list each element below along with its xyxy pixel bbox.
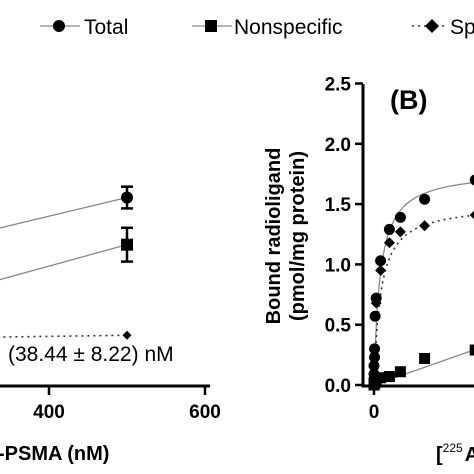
panel-b-y-tick-label: 1.0 xyxy=(325,255,351,276)
panel-a-x-tick-label: 400 xyxy=(33,402,65,423)
panel-b-point-diamond xyxy=(375,264,387,276)
x-label-bracket: [ xyxy=(436,444,443,466)
panel-a-annotation: (38.44 ± 8.22) nM xyxy=(8,343,174,366)
panel-b-point-square xyxy=(469,344,474,356)
panel-b-point-circle xyxy=(369,343,381,355)
panel-b-point-circle xyxy=(394,211,406,223)
legend-marker-circle xyxy=(53,20,65,32)
panel-b-y-tick-label: 1.5 xyxy=(325,195,352,216)
legend-marker-diamond xyxy=(425,19,439,33)
panel-a-point-circle xyxy=(121,191,133,204)
panel-b-point-circle xyxy=(383,223,395,235)
panel-b-y-axis-label-line1: Bound radioligand xyxy=(263,148,285,325)
legend-label-specific: Sp xyxy=(450,16,474,39)
panel-b-point-diamond xyxy=(369,352,381,364)
panel-b-point-diamond xyxy=(469,210,474,220)
panel-b-point-diamond xyxy=(394,226,406,238)
panel-b-point-diamond xyxy=(419,220,431,232)
panel-b-point-square xyxy=(383,371,395,383)
panel-b-x-tick-label: 0 xyxy=(369,402,380,423)
panel-b-point-circle xyxy=(369,310,381,322)
panel-b-point-circle xyxy=(368,360,380,372)
panel-b-y-tick-label: 0.0 xyxy=(325,376,351,397)
panel-a-x-axis-label: -PSMA (nM) xyxy=(0,443,109,465)
legend-label-total: Total xyxy=(84,16,128,39)
panel-a-fit-square xyxy=(0,244,128,281)
legend-marker-square xyxy=(205,20,217,32)
panel-b-point-square xyxy=(375,372,387,384)
panel-b-fit-specific xyxy=(373,214,474,386)
panel-b-y-tick-label: 0.5 xyxy=(325,316,352,337)
panel-b-point-circle xyxy=(469,174,474,186)
panel-a-point-square xyxy=(121,238,133,251)
panel-a-x-tick-label: 600 xyxy=(189,402,221,423)
panel-a-fit-circle xyxy=(0,196,128,229)
panel-b-point-diamond xyxy=(383,237,395,249)
panel-b-title: (B) xyxy=(390,85,427,115)
panel-b-point-diamond xyxy=(370,297,382,309)
panel-b-data-points xyxy=(368,174,474,391)
panel-b-point-circle xyxy=(419,193,431,205)
legend-item-total: Total xyxy=(40,16,128,39)
panel-a-fit-diamond xyxy=(0,334,128,338)
panel-b-ticks: 0.0 0.5 1.0 1.5 2.0 2.5 0 xyxy=(325,75,380,424)
panel-b-y-axis-label-line2: (pmol/mg protein) xyxy=(287,151,309,321)
legend-item-nonspecific: Nonspecific xyxy=(192,16,343,39)
x-label-superscript: 225 xyxy=(443,441,463,455)
panel-a-point-diamond xyxy=(122,330,132,340)
panel-b-x-axis-label: [225 A xyxy=(436,441,474,466)
panel-b-point-square xyxy=(419,352,431,364)
panel-b: 0.0 0.5 1.0 1.5 2.0 2.5 0 (B) Bound radioligan… xyxy=(263,75,474,466)
panel-a: 400 600 (38.44 ± 8.22) nM -PSMA (nM) xyxy=(0,185,221,465)
panel-a-x-ticks: 400 600 xyxy=(33,386,221,423)
legend-label-nonspecific: Nonspecific xyxy=(234,16,343,39)
legend-item-specific: Sp xyxy=(412,16,474,39)
panel-a-fit-lines xyxy=(0,196,128,338)
panel-a-data-points xyxy=(121,185,133,340)
panel-b-y-tick-label: 2.0 xyxy=(325,135,351,156)
panel-b-point-square xyxy=(394,366,406,378)
x-label-text: A xyxy=(465,444,474,466)
legend: Total Nonspecific Sp xyxy=(40,16,474,39)
panel-b-point-circle xyxy=(375,255,387,267)
panel-b-y-tick-label: 2.5 xyxy=(325,75,352,96)
